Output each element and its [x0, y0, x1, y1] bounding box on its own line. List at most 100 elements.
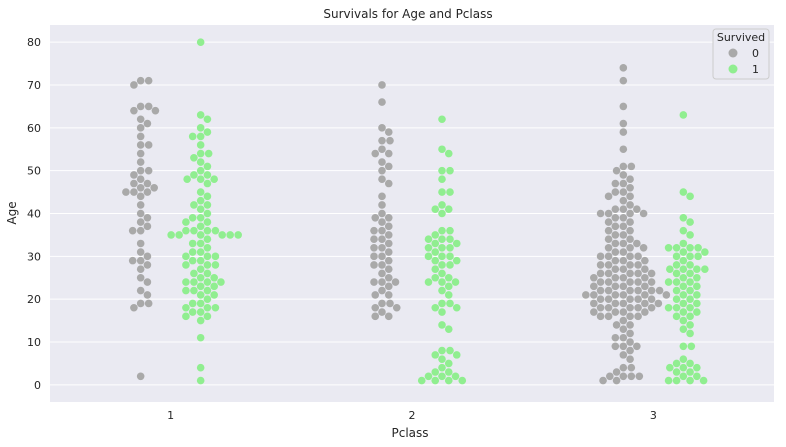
data-point-survived-0 [619, 196, 628, 205]
data-point-survived-1 [203, 295, 212, 303]
legend-marker-1 [728, 64, 738, 74]
legend-label-0: 0 [752, 47, 759, 60]
data-point-survived-1 [438, 299, 446, 308]
data-point-survived-0 [627, 372, 636, 381]
data-point-survived-0 [128, 226, 137, 235]
data-point-survived-1 [672, 252, 681, 261]
x-tick-label: 1 [167, 409, 174, 422]
data-point-survived-0 [378, 269, 386, 278]
data-point-survived-1 [438, 166, 446, 175]
data-point-survived-0 [378, 308, 386, 316]
data-point-survived-0 [378, 81, 386, 89]
data-point-survived-0 [626, 278, 634, 286]
data-point-survived-1 [693, 291, 701, 299]
data-point-survived-0 [371, 291, 380, 299]
data-point-survived-0 [634, 312, 642, 321]
data-point-survived-1 [196, 149, 205, 158]
data-point-survived-0 [626, 261, 634, 269]
data-point-survived-1 [190, 171, 198, 179]
data-point-survived-0 [619, 363, 628, 372]
data-point-survived-1 [182, 252, 190, 261]
data-point-survived-1 [196, 111, 205, 119]
data-point-survived-1 [664, 303, 673, 312]
data-point-survived-0 [144, 141, 153, 149]
data-point-survived-1 [679, 226, 688, 235]
data-point-survived-0 [144, 166, 153, 175]
data-point-survived-0 [641, 273, 649, 282]
legend: Survived 0 1 [712, 28, 770, 80]
data-point-survived-1 [417, 376, 426, 385]
data-point-survived-1 [204, 149, 213, 158]
data-point-survived-0 [378, 261, 386, 269]
data-point-survived-0 [611, 248, 620, 256]
data-point-survived-0 [604, 261, 613, 269]
data-point-survived-0 [378, 218, 386, 226]
data-point-survived-0 [626, 235, 634, 243]
data-point-survived-0 [136, 102, 145, 111]
data-point-survived-0 [604, 303, 613, 312]
data-point-survived-0 [378, 286, 386, 295]
data-point-survived-0 [641, 282, 649, 291]
data-point-survived-0 [626, 329, 634, 338]
data-point-survived-1 [679, 111, 688, 119]
data-point-survived-1 [446, 166, 454, 175]
data-point-survived-0 [136, 273, 145, 282]
data-point-survived-0 [619, 171, 628, 179]
data-point-survived-0 [122, 188, 130, 196]
data-point-survived-0 [384, 248, 393, 256]
data-point-survived-0 [611, 188, 620, 196]
data-point-survived-0 [136, 286, 145, 295]
data-point-survived-1 [694, 252, 702, 261]
data-point-survived-0 [378, 201, 386, 209]
data-point-survived-0 [384, 179, 393, 188]
data-point-survived-1 [686, 329, 694, 338]
y-tick-label: 70 [27, 79, 41, 92]
data-point-survived-1 [438, 209, 446, 218]
data-point-survived-1 [211, 261, 220, 269]
data-point-survived-0 [634, 286, 642, 295]
data-point-survived-1 [190, 154, 198, 162]
data-point-survived-1 [686, 218, 694, 226]
data-point-survived-0 [611, 205, 620, 214]
data-point-survived-0 [391, 278, 400, 286]
y-axis-label: Age [5, 201, 19, 224]
data-point-survived-1 [452, 303, 461, 312]
data-point-survived-1 [203, 179, 212, 188]
data-point-survived-0 [611, 222, 620, 231]
data-point-survived-0 [626, 269, 634, 278]
data-point-survived-0 [386, 299, 394, 308]
y-tick-label: 80 [27, 36, 41, 49]
data-point-survived-0 [590, 291, 598, 299]
data-point-survived-1 [424, 243, 433, 252]
data-point-survived-0 [619, 273, 628, 282]
data-point-survived-1 [203, 278, 212, 286]
data-point-survived-1 [431, 231, 440, 239]
data-point-survived-1 [438, 286, 446, 295]
data-point-survived-0 [626, 184, 634, 192]
legend-marker-0 [728, 48, 738, 58]
data-point-survived-0 [647, 303, 656, 312]
data-point-survived-0 [633, 205, 641, 214]
data-point-survived-1 [686, 286, 694, 295]
data-point-survived-1 [196, 205, 205, 214]
data-point-survived-1 [182, 303, 190, 312]
data-point-survived-1 [438, 363, 446, 372]
data-point-survived-0 [144, 299, 153, 308]
data-point-survived-1 [686, 376, 694, 385]
data-point-survived-0 [647, 286, 656, 295]
data-point-survived-1 [196, 188, 205, 196]
data-point-survived-1 [672, 368, 681, 376]
data-point-survived-0 [378, 299, 386, 308]
data-point-survived-1 [438, 201, 446, 209]
data-point-survived-1 [190, 226, 198, 235]
data-point-survived-1 [693, 372, 701, 381]
data-point-survived-0 [370, 235, 378, 243]
data-point-survived-1 [666, 265, 674, 273]
data-point-survived-1 [693, 308, 701, 316]
data-point-survived-0 [626, 355, 634, 363]
data-point-survived-1 [424, 372, 433, 381]
data-point-survived-0 [143, 291, 152, 299]
data-point-survived-0 [392, 303, 401, 312]
data-point-survived-0 [626, 286, 634, 295]
